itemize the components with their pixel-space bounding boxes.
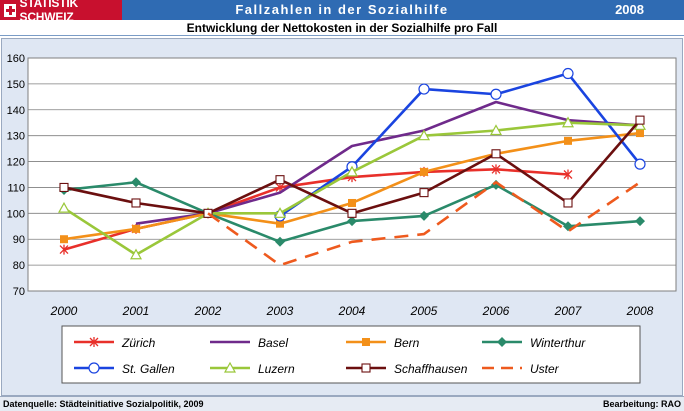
legend-marker [497, 337, 507, 347]
legend-marker [362, 338, 370, 346]
data-point [491, 149, 501, 159]
legend-label: Schaffhausen [394, 362, 468, 376]
data-point [634, 158, 646, 170]
data-point [132, 224, 140, 233]
data-point [131, 198, 141, 208]
chart-title: Entwicklung der Nettokosten in der Sozia… [0, 21, 684, 36]
banner-year: 2008 [615, 2, 644, 17]
data-point [420, 167, 428, 176]
data-point [490, 88, 502, 100]
data-point [489, 124, 503, 136]
y-tick-label: 80 [13, 260, 25, 272]
x-tick-label: 2006 [482, 304, 510, 318]
banner-title: Fallzahlen in der Sozialhilfe [235, 2, 449, 17]
legend-item: Schaffhausen [346, 362, 468, 376]
series-line [279, 72, 642, 217]
data-point [59, 182, 69, 192]
legend-item: Winterthur [482, 336, 586, 350]
y-tick-label: 140 [7, 105, 25, 117]
data-point [129, 248, 143, 260]
legend-label: St. Gallen [122, 362, 175, 376]
data-point [491, 179, 501, 190]
logo-text: STATISTIK SCHWEIZ [19, 0, 79, 24]
legend-marker [89, 337, 99, 347]
data-point [419, 210, 429, 221]
data-point [562, 67, 574, 80]
legend-item: St. Gallen [74, 362, 175, 376]
y-tick-label: 110 [7, 182, 25, 194]
legend-label: Bern [394, 336, 420, 350]
data-point [563, 198, 573, 208]
statistik-schweiz-logo: STATISTIK SCHWEIZ [0, 0, 122, 24]
data-point [419, 188, 429, 198]
series-line [135, 100, 641, 225]
x-tick-label: 2005 [410, 304, 438, 318]
x-tick-label: 2002 [194, 304, 222, 318]
legend-label: Zürich [121, 336, 156, 350]
y-tick-label: 90 [13, 234, 25, 246]
y-tick-label: 100 [7, 208, 25, 220]
data-point [275, 236, 285, 247]
footer: Datenquelle: Städteinitiative Sozialpoli… [0, 396, 684, 411]
legend-label: Basel [258, 336, 288, 350]
editor-credit: Bearbeitung: RAO [602, 399, 681, 409]
data-point [563, 169, 573, 180]
data-point [635, 115, 645, 125]
series-uster [207, 180, 641, 267]
x-tick-label: 2004 [338, 304, 366, 318]
legend-item: Luzern [210, 361, 295, 376]
data-point [275, 175, 285, 185]
legend-item: Basel [210, 336, 288, 350]
swiss-cross-icon [4, 3, 16, 17]
series-line [207, 180, 641, 267]
data-point [347, 208, 357, 218]
x-tick-label: 2000 [50, 304, 78, 318]
x-tick-label: 2003 [266, 304, 294, 318]
y-tick-label: 70 [13, 286, 25, 298]
data-point [561, 116, 575, 128]
header-banner: STATISTIK SCHWEIZ Fallzahlen in der Sozi… [0, 0, 684, 24]
data-point [60, 235, 68, 244]
legend-marker [361, 363, 371, 373]
data-point [347, 216, 357, 227]
legend-item: Zürich [74, 336, 156, 350]
data-point [131, 177, 141, 188]
data-point [57, 201, 71, 213]
data-point [417, 129, 431, 141]
data-point [348, 198, 356, 207]
data-point [491, 164, 501, 175]
legend-item: Uster [482, 362, 560, 376]
data-point [636, 129, 644, 138]
legend-marker [88, 362, 100, 374]
legend-marker [223, 361, 237, 373]
x-tick-label: 2007 [554, 304, 583, 318]
data-point [635, 216, 645, 227]
data-point [418, 83, 430, 95]
data-point [345, 165, 359, 177]
chart-area: 70 80 90 100 110 120 130 140 150 160 2000 2001 2002 2… [1, 38, 683, 396]
data-source: Datenquelle: Städteinitiative Sozialpoli… [3, 399, 204, 409]
y-tick-label: 120 [7, 157, 25, 169]
data-point [273, 207, 287, 218]
line-chart: 70 80 90 100 110 120 130 140 150 160 2000 2001 2002 2… [7, 53, 677, 384]
x-tick-label: 2001 [122, 304, 150, 318]
data-point [564, 136, 572, 145]
y-tick-label: 160 [7, 53, 25, 65]
y-tick-label: 150 [7, 79, 25, 91]
legend-label: Luzern [258, 362, 295, 376]
legend-item: Bern [346, 336, 420, 350]
series-basel [135, 100, 641, 225]
legend-label: Uster [530, 362, 560, 376]
legend-label: Winterthur [530, 336, 586, 350]
legend-box [61, 325, 641, 384]
y-tick-label: 130 [7, 131, 25, 143]
x-tick-label: 2008 [626, 304, 654, 318]
data-point [276, 219, 284, 228]
data-point [59, 244, 69, 255]
